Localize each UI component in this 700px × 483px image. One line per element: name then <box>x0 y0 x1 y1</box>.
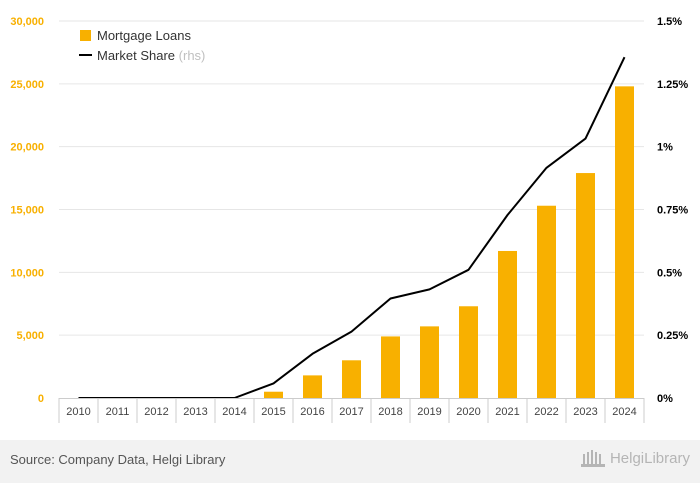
gridlines <box>59 20 644 336</box>
bar <box>420 326 439 398</box>
y-right-tick-label: 0.25% <box>657 330 688 342</box>
y-left-tick-label: 20,000 <box>10 142 44 154</box>
legend-label-market-share-name: Market Share <box>97 48 175 63</box>
x-tick-label: 2019 <box>417 406 441 418</box>
bar <box>381 336 400 398</box>
bar <box>498 250 517 398</box>
bar <box>576 173 595 398</box>
x-tick-label: 2023 <box>573 406 597 418</box>
logo-text: HelgiLibrary <box>609 449 690 467</box>
y-axis-right: 0% 0.25% 0.5% 0.75% 1% 1.25% 1.5% <box>657 16 688 405</box>
x-tick-label: 2015 <box>261 406 285 418</box>
bar <box>264 391 283 398</box>
x-tick-label: 2020 <box>456 406 480 418</box>
legend-label-mortgage-loans: Mortgage Loans <box>97 28 191 43</box>
y-left-tick-label: 30,000 <box>10 16 44 28</box>
x-tick-label: 2013 <box>183 406 207 418</box>
y-left-tick-label: 5,000 <box>16 330 44 342</box>
legend-rhs-tag: (rhs) <box>179 48 206 63</box>
bar <box>459 306 478 398</box>
legend-swatch-mortgage-loans <box>80 30 91 41</box>
x-tick-label: 2022 <box>534 406 558 418</box>
legend-label-market-share: Market Share (rhs) <box>97 48 205 63</box>
x-tick-label: 2017 <box>339 406 363 418</box>
y-right-tick-label: 0.75% <box>657 205 688 217</box>
x-tick-label: 2018 <box>378 406 402 418</box>
x-axis: 2010 2011 2012 2013 2014 2015 2016 2017 2018 2019… <box>58 398 645 423</box>
bar-series-mortgage-loans <box>264 86 634 398</box>
bar <box>537 205 556 398</box>
y-left-tick-label: 15,000 <box>10 205 44 217</box>
x-tick-label: 2024 <box>612 406 636 418</box>
y-left-tick-label: 10,000 <box>10 267 44 279</box>
x-tick-label: 2016 <box>300 406 324 418</box>
y-right-tick-label: 1.5% <box>657 16 682 28</box>
bar <box>342 360 361 398</box>
footer: Source: Company Data, Helgi Library Helg… <box>0 440 700 483</box>
y-left-tick-label: 25,000 <box>10 79 44 91</box>
source-note: Source: Company Data, Helgi Library <box>10 452 226 467</box>
bar <box>615 86 634 398</box>
y-right-tick-label: 0% <box>657 393 673 405</box>
x-tick-label: 2021 <box>495 406 519 418</box>
y-axis-left: 0 5,000 10,000 15,000 20,000 25,000 30,000 <box>10 16 44 405</box>
library-building-icon <box>580 450 605 467</box>
y-right-tick-label: 1.25% <box>657 79 688 91</box>
x-tick-label: 2012 <box>144 406 168 418</box>
x-tick-label: 2011 <box>106 406 130 418</box>
y-right-tick-label: 0.5% <box>657 267 682 279</box>
x-tick-label: 2010 <box>66 406 90 418</box>
x-tick-label: 2014 <box>222 406 246 418</box>
y-left-tick-label: 0 <box>38 393 44 405</box>
bar <box>303 375 322 398</box>
helgi-library-logo: HelgiLibrary <box>580 448 690 468</box>
legend: Mortgage Loans Market Share (rhs) <box>79 28 205 63</box>
y-right-tick-label: 1% <box>657 142 673 154</box>
